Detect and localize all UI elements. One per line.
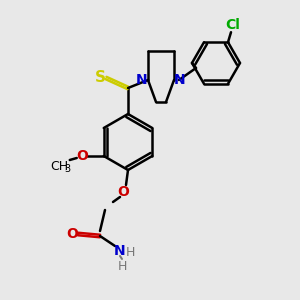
Text: 3: 3	[65, 164, 71, 174]
Text: O: O	[76, 149, 88, 163]
Text: N: N	[174, 73, 186, 87]
Text: O: O	[117, 185, 129, 199]
Text: O: O	[66, 227, 78, 241]
Text: Cl: Cl	[226, 18, 240, 32]
Text: S: S	[94, 70, 106, 85]
Text: N: N	[114, 244, 126, 258]
Text: H: H	[125, 247, 135, 260]
Text: CH: CH	[51, 160, 69, 173]
Text: N: N	[136, 73, 148, 87]
Text: H: H	[117, 260, 127, 274]
